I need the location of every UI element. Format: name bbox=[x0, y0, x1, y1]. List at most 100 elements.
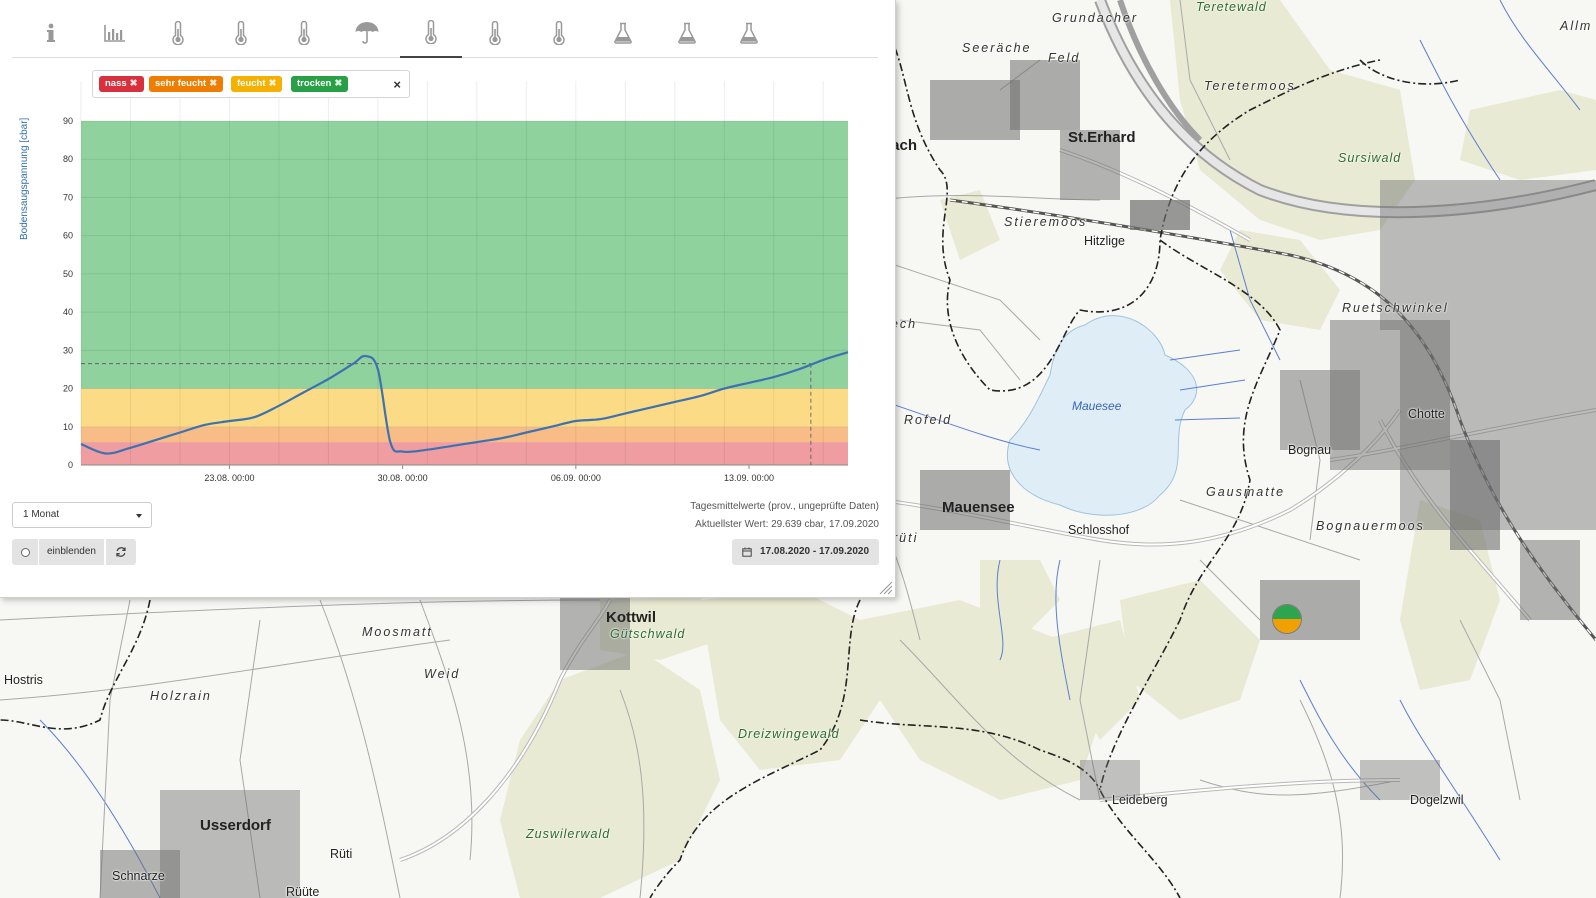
map-label: Feld bbox=[1048, 51, 1081, 65]
thermometer-icon bbox=[235, 21, 247, 45]
map-label: Seeräche bbox=[962, 41, 1032, 55]
map-label: Chotte bbox=[1408, 407, 1445, 421]
y-axis-label: Bodensaugspannung [cbar] bbox=[19, 117, 30, 240]
tab-info[interactable] bbox=[20, 8, 82, 58]
y-tick-label: 70 bbox=[63, 192, 73, 202]
map-label: Teretewald bbox=[1196, 0, 1267, 14]
legend-filter: trocken ✖ feucht ✖ sehr feucht ✖ nass ✖ × bbox=[92, 70, 410, 98]
map-label: Schnarze bbox=[112, 869, 165, 883]
remove-icon[interactable]: ✖ bbox=[334, 78, 343, 89]
station-marker[interactable] bbox=[1272, 604, 1302, 634]
map-label: Dreizwingewald bbox=[738, 727, 840, 741]
tab-thermometer[interactable] bbox=[210, 8, 272, 58]
remove-icon[interactable]: ✖ bbox=[129, 78, 138, 89]
tab-thermometer[interactable] bbox=[464, 8, 526, 58]
map-label: Ruetschwinkel bbox=[1342, 301, 1449, 315]
thermometer-icon bbox=[425, 20, 437, 44]
map-label: Hostris bbox=[4, 673, 43, 687]
x-tick-label: 06.09. 00:00 bbox=[551, 473, 601, 483]
map-label: Weid bbox=[424, 667, 461, 681]
info-icon bbox=[47, 23, 55, 42]
map-label: Zuswilerwald bbox=[526, 827, 611, 841]
date-range-button[interactable]: 17.08.2020 - 17.09.2020 bbox=[732, 539, 879, 565]
tab-umbrella[interactable] bbox=[336, 8, 398, 58]
remove-icon[interactable]: ✖ bbox=[268, 78, 277, 89]
legend-chip-trocken[interactable]: trocken ✖ bbox=[291, 76, 349, 92]
legend-chip-feucht[interactable]: feucht ✖ bbox=[231, 76, 283, 92]
legend-chip-nass[interactable]: nass ✖ bbox=[99, 76, 144, 92]
legend-chip-label: feucht bbox=[237, 78, 266, 89]
map-label: Moosmatt bbox=[362, 625, 433, 639]
data-type-note: Tagesmittelwerte (prov., ungeprüfte Date… bbox=[690, 501, 879, 512]
map-label: Bognauermoos bbox=[1316, 519, 1425, 533]
y-tick-label: 40 bbox=[63, 307, 73, 317]
thermometer-icon bbox=[172, 21, 184, 45]
show-radio[interactable] bbox=[12, 539, 38, 565]
date-range-label: 17.08.2020 - 17.09.2020 bbox=[760, 546, 869, 557]
remove-icon[interactable]: ✖ bbox=[209, 78, 218, 89]
tab-thermometer[interactable] bbox=[528, 8, 590, 58]
map-label: St.Erhard bbox=[1068, 129, 1136, 146]
refresh-button[interactable] bbox=[105, 539, 136, 565]
map-label: Usserdorf bbox=[200, 817, 271, 834]
station-marker-top bbox=[1273, 605, 1301, 619]
show-toggle-group: einblenden bbox=[12, 539, 136, 565]
tab-bar-chart[interactable] bbox=[84, 8, 146, 58]
map-label: Rüti bbox=[330, 847, 353, 861]
tab-flask[interactable] bbox=[592, 8, 654, 58]
map-label: Kottwil bbox=[606, 609, 656, 626]
umbrella-icon bbox=[355, 22, 379, 44]
y-tick-label: 60 bbox=[63, 231, 73, 241]
thermometer-icon bbox=[298, 21, 310, 45]
map-label: Holzrain bbox=[150, 689, 212, 703]
y-tick-label: 10 bbox=[63, 422, 73, 432]
station-chart-panel: 0 10 20 30 40 50 60 70 80 90 23.08. 00:00 30.08. 00… bbox=[0, 0, 896, 598]
map-label: Mauensee bbox=[942, 499, 1015, 516]
map-label: Rüüte bbox=[286, 885, 320, 898]
latest-value-note: Aktuellster Wert: 29.639 cbar, 17.09.202… bbox=[695, 519, 879, 530]
map-label: Grundacher bbox=[1052, 11, 1139, 25]
y-tick-label: 80 bbox=[63, 154, 73, 164]
map-label: Allm bbox=[1560, 19, 1593, 33]
tab-flask[interactable] bbox=[656, 8, 718, 58]
tab-flask[interactable] bbox=[718, 8, 780, 58]
show-button[interactable]: einblenden bbox=[39, 539, 104, 565]
period-select-value: 1 Monat bbox=[23, 509, 60, 520]
x-tick-label: 13.09. 00:00 bbox=[724, 473, 774, 483]
period-select[interactable]: 1 Monat bbox=[12, 502, 152, 528]
chevron-down-icon bbox=[136, 514, 142, 518]
map-label: rüti bbox=[893, 531, 919, 545]
resize-handle-icon[interactable] bbox=[877, 579, 893, 595]
legend-chip-label: nass bbox=[105, 78, 127, 89]
band-feucht bbox=[81, 388, 848, 427]
tab-thermometer[interactable] bbox=[273, 8, 335, 58]
tab-thermometer[interactable] bbox=[400, 8, 462, 58]
map-label: Schlosshof bbox=[1068, 523, 1130, 537]
flask-icon bbox=[678, 22, 696, 44]
legend-clear-button[interactable]: × bbox=[393, 77, 401, 92]
x-tick-label: 30.08. 00:00 bbox=[378, 473, 428, 483]
refresh-icon bbox=[116, 547, 126, 557]
map-label: Bognau bbox=[1288, 443, 1332, 457]
series-line bbox=[80, 351, 849, 455]
y-tick-label: 30 bbox=[63, 345, 73, 355]
map-label: Mauesee bbox=[1072, 399, 1122, 413]
legend-chip-label: trocken bbox=[297, 78, 332, 89]
map-label: Hitzlige bbox=[1084, 234, 1125, 248]
flask-icon bbox=[614, 22, 632, 44]
band-sehr-feucht bbox=[81, 426, 848, 443]
legend-chip-sehr-feucht[interactable]: sehr feucht ✖ bbox=[149, 76, 224, 92]
tab-thermometer[interactable] bbox=[147, 8, 209, 58]
map-label: Rofeld bbox=[904, 413, 953, 427]
map-label: Gausmatte bbox=[1206, 485, 1286, 499]
map-label: Dogelzwil bbox=[1410, 793, 1464, 807]
station-marker-bottom bbox=[1273, 619, 1301, 633]
bar-chart-icon bbox=[104, 25, 125, 42]
x-tick-label: 23.08. 00:00 bbox=[204, 473, 254, 483]
y-tick-label: 0 bbox=[68, 460, 73, 470]
tab-bar bbox=[12, 8, 878, 58]
band-nass bbox=[81, 442, 848, 465]
y-tick-label: 20 bbox=[63, 384, 73, 394]
map-label: Stieremoos bbox=[1004, 215, 1088, 229]
